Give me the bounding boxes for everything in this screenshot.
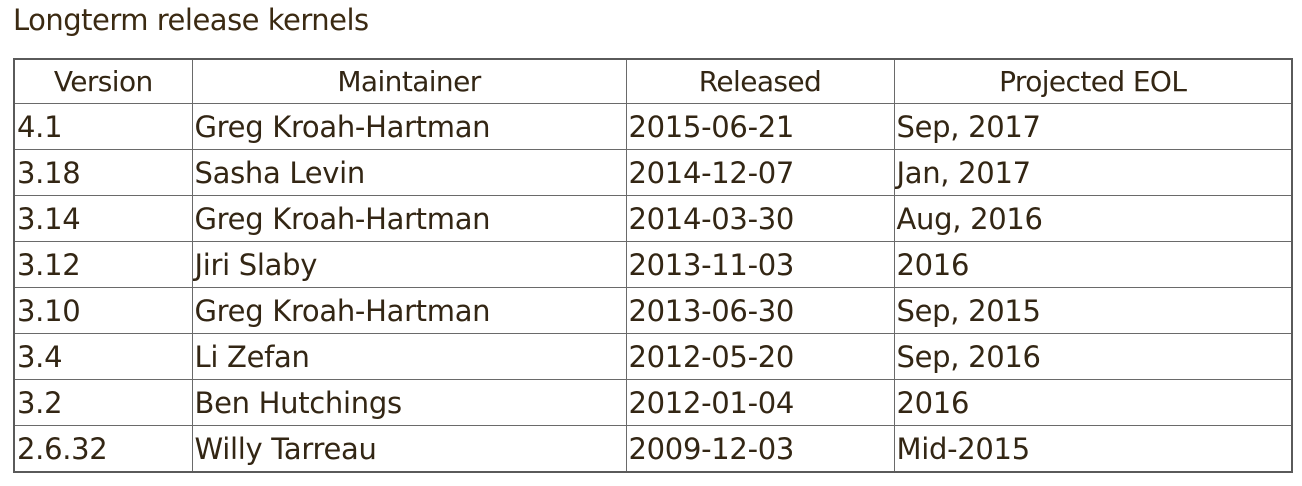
cell-released: 2012-01-04 (626, 380, 894, 426)
cell-released: 2013-06-30 (626, 288, 894, 334)
cell-projected-eol: Jan, 2017 (894, 150, 1292, 196)
table-row: 3.14 Greg Kroah-Hartman 2014-03-30 Aug, … (14, 196, 1292, 242)
cell-projected-eol: 2016 (894, 380, 1292, 426)
cell-released: 2009-12-03 (626, 426, 894, 473)
cell-maintainer: Sasha Levin (192, 150, 626, 196)
cell-maintainer: Willy Tarreau (192, 426, 626, 473)
header-maintainer: Maintainer (192, 59, 626, 104)
cell-version: 3.12 (14, 242, 192, 288)
cell-projected-eol: Sep, 2015 (894, 288, 1292, 334)
cell-projected-eol: Mid-2015 (894, 426, 1292, 473)
cell-version: 3.4 (14, 334, 192, 380)
table-row: 3.12 Jiri Slaby 2013-11-03 2016 (14, 242, 1292, 288)
cell-projected-eol: Aug, 2016 (894, 196, 1292, 242)
cell-released: 2014-12-07 (626, 150, 894, 196)
cell-version: 3.10 (14, 288, 192, 334)
cell-released: 2014-03-30 (626, 196, 894, 242)
cell-maintainer: Greg Kroah-Hartman (192, 288, 626, 334)
cell-maintainer: Jiri Slaby (192, 242, 626, 288)
page-title: Longterm release kernels (13, 0, 369, 40)
header-projected-eol: Projected EOL (894, 59, 1292, 104)
cell-maintainer: Greg Kroah-Hartman (192, 104, 626, 150)
cell-released: 2015-06-21 (626, 104, 894, 150)
table-row: 4.1 Greg Kroah-Hartman 2015-06-21 Sep, 2… (14, 104, 1292, 150)
cell-version: 3.18 (14, 150, 192, 196)
cell-version: 3.2 (14, 380, 192, 426)
table-row: 3.10 Greg Kroah-Hartman 2013-06-30 Sep, … (14, 288, 1292, 334)
cell-projected-eol: Sep, 2017 (894, 104, 1292, 150)
header-released: Released (626, 59, 894, 104)
table-row: 3.4 Li Zefan 2012-05-20 Sep, 2016 (14, 334, 1292, 380)
table-row: 3.2 Ben Hutchings 2012-01-04 2016 (14, 380, 1292, 426)
table-header-row: Version Maintainer Released Projected EO… (14, 59, 1292, 104)
cell-maintainer: Greg Kroah-Hartman (192, 196, 626, 242)
longterm-kernels-table: Version Maintainer Released Projected EO… (13, 58, 1293, 473)
cell-version: 4.1 (14, 104, 192, 150)
table-row: 3.18 Sasha Levin 2014-12-07 Jan, 2017 (14, 150, 1292, 196)
cell-projected-eol: 2016 (894, 242, 1292, 288)
cell-version: 3.14 (14, 196, 192, 242)
cell-released: 2012-05-20 (626, 334, 894, 380)
table-row: 2.6.32 Willy Tarreau 2009-12-03 Mid-2015 (14, 426, 1292, 473)
cell-released: 2013-11-03 (626, 242, 894, 288)
cell-maintainer: Li Zefan (192, 334, 626, 380)
header-version: Version (14, 59, 192, 104)
cell-projected-eol: Sep, 2016 (894, 334, 1292, 380)
cell-version: 2.6.32 (14, 426, 192, 473)
cell-maintainer: Ben Hutchings (192, 380, 626, 426)
